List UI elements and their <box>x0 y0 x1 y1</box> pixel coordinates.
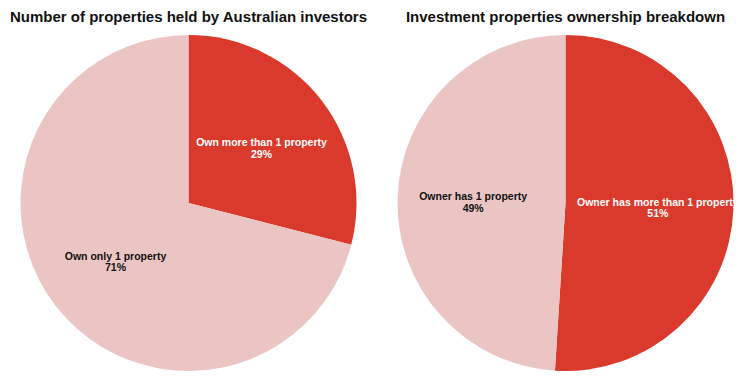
slice-category: Owner has 1 property <box>419 190 527 202</box>
pie-slice <box>398 35 566 371</box>
slice-value: 49% <box>463 202 485 214</box>
pie-panel: Investment properties ownership breakdow… <box>398 8 739 371</box>
slice-category: Own only 1 property <box>65 250 167 262</box>
pie-panel: Number of properties held by Australian … <box>10 8 367 371</box>
slices <box>21 35 357 371</box>
chart-title: Number of properties held by Australian … <box>10 8 367 25</box>
chart-canvas: Number of properties held by Australian … <box>0 0 754 377</box>
slice-labels: Own more than 1 property29% Own only 1 pr… <box>65 136 327 273</box>
slice-value: 51% <box>647 207 669 219</box>
slice-label: Owner has 1 property49% <box>419 190 527 214</box>
slice-label: Own more than 1 property29% <box>196 136 327 160</box>
slice-label: Owner has more than 1 property51% <box>577 196 739 220</box>
slice-labels: Owner has more than 1 property51%Owner h… <box>419 190 739 219</box>
chart-title: Investment properties ownership breakdow… <box>406 8 725 25</box>
slice-category: Owner has more than 1 property <box>577 196 739 208</box>
slice-value: 29% <box>251 148 273 160</box>
slice-category: Own more than 1 property <box>196 136 327 148</box>
slice-value: 71% <box>105 261 127 273</box>
slice-label: Own only 1 property71% <box>65 250 167 274</box>
pie-slice <box>21 35 352 371</box>
